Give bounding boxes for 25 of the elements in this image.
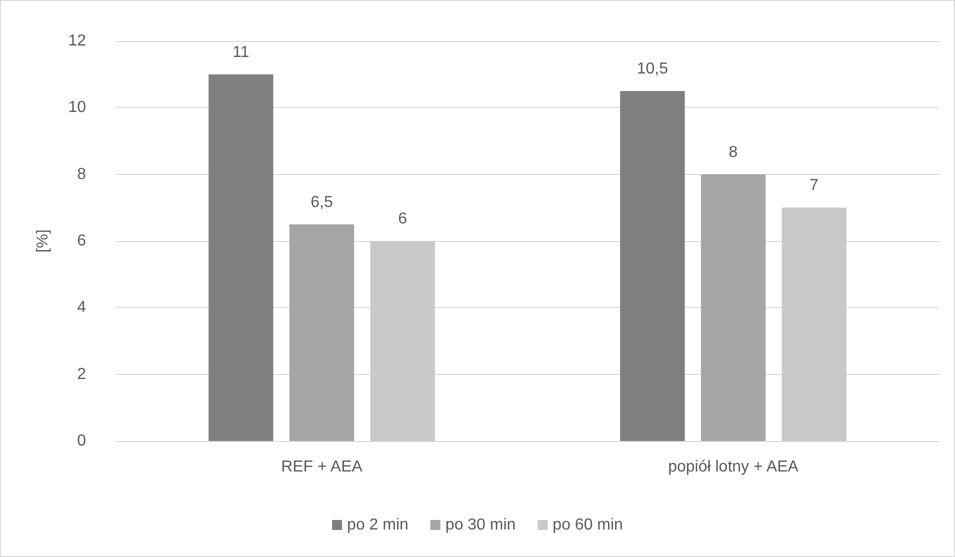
x-tick-label: REF + AEA (281, 458, 363, 476)
legend-label: po 2 min (347, 516, 408, 534)
bar (208, 74, 274, 441)
bar (289, 224, 354, 441)
y-tick-label: 10 (68, 99, 86, 116)
legend-label: po 30 min (445, 516, 516, 534)
y-tick-label: 0 (77, 432, 86, 450)
data-label: 7 (810, 177, 819, 194)
bar (620, 91, 685, 441)
y-tick-label: 6 (77, 232, 86, 250)
y-tick-label: 8 (77, 166, 86, 183)
y-tick-label: 4 (77, 299, 86, 316)
bar (782, 208, 846, 441)
y-tick-label: 2 (77, 366, 86, 383)
data-label: 8 (728, 144, 738, 161)
data-label: 11 (232, 44, 250, 61)
data-label: 6,5 (310, 194, 333, 211)
y-axis-title: [%] (34, 229, 52, 253)
bar (700, 174, 766, 441)
y-tick-label: 12 (68, 32, 86, 50)
data-label: 6 (398, 210, 408, 228)
data-label: 10,5 (636, 60, 668, 78)
x-tick-label: popiół lotny + AEA (668, 458, 799, 476)
legend-label: po 60 min (552, 516, 623, 534)
bar (370, 241, 435, 441)
